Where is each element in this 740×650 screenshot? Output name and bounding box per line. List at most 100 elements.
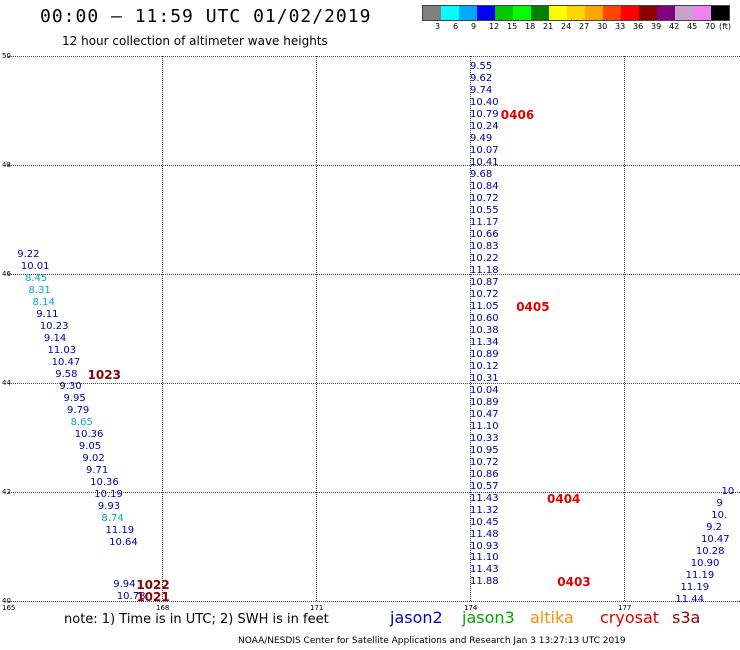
color-scale-label: 3 [435, 22, 441, 31]
data-point: 10.04 [470, 384, 499, 396]
color-scale-label: 33 [615, 22, 626, 31]
data-point: 9.79 [67, 404, 90, 416]
color-swatch [459, 6, 477, 20]
data-point: 8.45 [24, 272, 48, 284]
data-point: 9.49 [470, 132, 493, 144]
data-point: 9.2 [706, 521, 723, 533]
color-scale-bar [422, 5, 730, 21]
data-point: 11.44 [675, 593, 704, 605]
color-scale-label: 70 [705, 22, 716, 31]
data-point: 10.86 [470, 468, 499, 480]
color-scale-label: 15 [507, 22, 518, 31]
gridline-y [8, 383, 740, 384]
color-scale-label: 39 [651, 22, 662, 31]
gridline-y [8, 274, 740, 275]
data-point: 10.07 [470, 144, 499, 156]
y-tick-label: 44 [2, 379, 11, 387]
gridline-x [470, 56, 471, 601]
color-scale-label: 18 [525, 22, 536, 31]
y-tick-label: 48 [2, 161, 11, 169]
color-swatch [531, 6, 549, 20]
data-point: 9.02 [82, 452, 105, 464]
data-point: 11.18 [470, 264, 499, 276]
data-point: 10.83 [470, 240, 499, 252]
satellite-legend-s3a: s3a [672, 608, 701, 627]
data-point: 10.31 [470, 372, 499, 384]
data-point: 11.03 [47, 344, 77, 356]
color-scale-label: 9 [471, 22, 477, 31]
data-point: 10.72 [470, 192, 499, 204]
x-tick-label: 174 [464, 604, 478, 612]
data-point: 11.19 [685, 569, 715, 581]
color-swatch [441, 6, 459, 20]
data-point: 10.22 [470, 252, 499, 264]
data-point: 10.28 [695, 545, 725, 557]
data-point: 10.47 [470, 408, 499, 420]
data-point: 9.95 [63, 392, 86, 404]
data-point: 10.36 [74, 428, 104, 440]
data-point: 10.45 [470, 516, 499, 528]
data-point: 10.78 [116, 590, 146, 602]
data-point: 10.33 [470, 432, 499, 444]
data-point: 8.31 [28, 284, 51, 296]
data-point: 10.40 [470, 96, 499, 108]
data-point: 10.93 [470, 540, 499, 552]
time-label: 0405 [516, 299, 550, 314]
data-point: 9.58 [55, 368, 78, 380]
time-label: 1023 [87, 367, 121, 382]
color-scale-label: 27 [579, 22, 590, 31]
data-point: 9.74 [470, 84, 493, 96]
data-point: 10.57 [470, 480, 499, 492]
data-point: 11.43 [470, 564, 499, 576]
color-scale-label: 24 [561, 22, 572, 31]
data-point: 11.05 [470, 300, 499, 312]
y-tick-label: 46 [2, 270, 11, 278]
plot-area: 9.22 10.01 8.45 8.31 8.14 9.11 10.23 9.14 11.03 1… [8, 56, 740, 604]
chart-title: 00:00 — 11:59 UTC 01/02/2019 [40, 6, 372, 27]
color-swatch [423, 6, 441, 20]
color-swatch [675, 6, 693, 20]
time-label: 0403 [557, 575, 591, 590]
data-point: 10.72 [470, 288, 499, 300]
color-swatch [549, 6, 567, 20]
gridline-y [8, 56, 740, 57]
data-point: 10.47 [51, 356, 81, 368]
x-tick-label: 165 [2, 604, 16, 612]
data-point: 8.74 [101, 512, 124, 524]
data-point: 10.84 [470, 180, 499, 192]
data-point: 11.10 [470, 552, 499, 564]
data-point: 11.19 [680, 581, 710, 593]
data-point: 8.14 [32, 296, 55, 308]
data-point: 9.22 [17, 248, 40, 260]
color-scale-label: 6 [453, 22, 459, 31]
data-point: 11.19 [105, 524, 135, 536]
color-swatch [657, 6, 675, 20]
data-point: 9.68 [470, 168, 493, 180]
data-point: 10.60 [470, 312, 499, 324]
color-swatch [585, 6, 603, 20]
y-tick-label: 40 [2, 597, 11, 605]
data-point: 10. [711, 509, 728, 521]
data-point: 10.95 [470, 444, 499, 456]
gridline-x [316, 56, 317, 601]
data-point: 10.64 [109, 536, 138, 548]
data-point: 9.55 [470, 60, 493, 72]
data-point: 10.23 [39, 320, 69, 332]
data-point: 10.19 [94, 488, 123, 500]
color-scale-label: 42 [669, 22, 680, 31]
footer-credit: NOAA/NESDIS Center for Satellite Applica… [238, 636, 626, 646]
color-scale-label: 12 [489, 22, 500, 31]
data-point: 11.10 [470, 420, 499, 432]
data-point: 8.65 [70, 416, 93, 428]
color-swatch [567, 6, 585, 20]
chart-subtitle: 12 hour collection of altimeter wave hei… [62, 34, 328, 48]
data-point: 10.79 [470, 108, 499, 120]
x-tick-label: 177 [618, 604, 632, 612]
data-point: 11.32 [470, 504, 499, 516]
color-swatch [621, 6, 639, 20]
data-point: 11.17 [470, 216, 499, 228]
data-point: 11.88 [470, 576, 499, 588]
data-point: 9.14 [43, 332, 67, 344]
color-scale-label: 30 [597, 22, 608, 31]
